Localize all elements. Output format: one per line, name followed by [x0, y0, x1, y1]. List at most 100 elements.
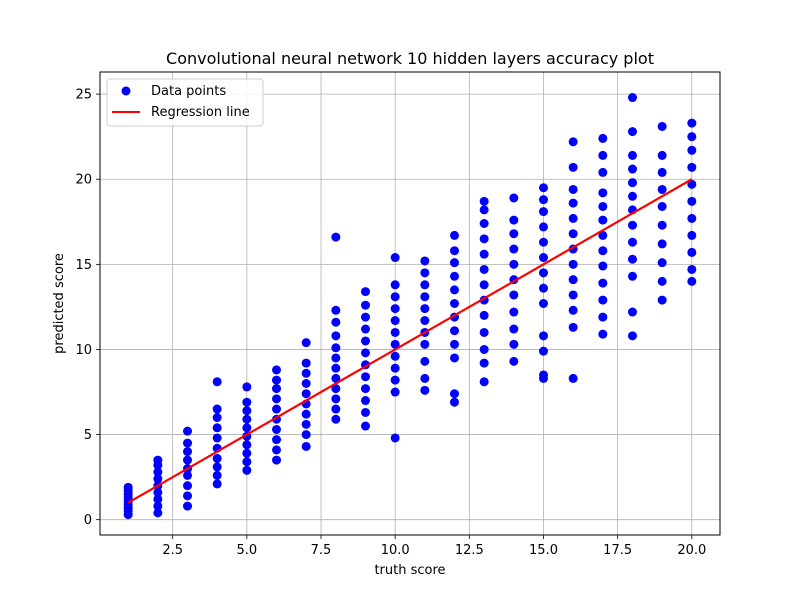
data-point	[361, 324, 371, 334]
data-point	[627, 237, 637, 247]
data-point	[153, 455, 163, 465]
data-point	[183, 455, 193, 465]
data-point	[657, 220, 667, 230]
data-point	[687, 247, 697, 257]
y-tick-label: 5	[84, 428, 92, 443]
data-point	[420, 373, 430, 383]
data-point	[331, 414, 341, 424]
data-point	[479, 310, 489, 320]
data-point	[538, 346, 548, 356]
data-point	[212, 470, 222, 480]
data-point	[687, 230, 697, 240]
data-point	[331, 305, 341, 315]
x-tick-label: 10.0	[381, 543, 410, 558]
data-point	[331, 343, 341, 353]
data-point	[361, 336, 371, 346]
data-point	[183, 491, 193, 501]
data-point	[538, 195, 548, 205]
data-point	[449, 299, 459, 308]
data-point	[568, 322, 578, 332]
data-point	[242, 465, 252, 475]
data-point	[657, 150, 667, 160]
data-point	[449, 397, 459, 407]
data-point	[390, 253, 400, 263]
data-point	[361, 312, 371, 322]
data-point	[479, 377, 489, 387]
data-point	[687, 132, 697, 142]
y-tick-label: 15	[75, 258, 92, 273]
data-point	[390, 433, 400, 443]
data-point	[627, 164, 637, 174]
data-point	[361, 407, 371, 417]
data-point	[153, 508, 163, 518]
legend-marker-data-points	[121, 86, 131, 96]
data-point	[331, 232, 341, 242]
data-point	[153, 467, 163, 477]
x-tick-label: 12.5	[455, 543, 484, 558]
y-tick-label: 0	[84, 513, 92, 528]
data-point	[331, 384, 341, 394]
data-point	[598, 188, 608, 198]
data-point	[242, 423, 252, 433]
data-point	[598, 278, 608, 288]
data-point	[301, 430, 311, 440]
data-point	[568, 373, 578, 383]
data-point	[420, 304, 430, 314]
data-point	[361, 287, 371, 297]
data-point	[390, 280, 400, 290]
x-tick-label: 2.5	[162, 543, 183, 558]
data-point	[449, 258, 459, 268]
data-point	[331, 331, 341, 341]
data-point	[657, 258, 667, 268]
data-point	[420, 316, 430, 326]
data-point	[420, 268, 430, 278]
data-point	[509, 356, 519, 366]
data-point	[390, 363, 400, 373]
data-point	[568, 137, 578, 147]
data-point	[331, 317, 341, 327]
data-point	[183, 501, 193, 511]
data-point	[242, 397, 252, 407]
data-point	[361, 372, 371, 382]
data-point	[301, 338, 311, 348]
data-point	[449, 246, 459, 256]
data-point	[598, 246, 608, 256]
data-point	[568, 275, 578, 285]
data-point	[301, 441, 311, 451]
data-point	[538, 370, 548, 380]
data-point	[449, 389, 459, 399]
data-point	[272, 455, 282, 465]
data-point	[598, 230, 608, 240]
data-point	[331, 373, 341, 383]
data-point	[272, 424, 282, 434]
data-point	[687, 179, 697, 189]
data-point	[449, 230, 459, 240]
data-point	[509, 244, 519, 254]
data-point	[568, 184, 578, 194]
data-point	[153, 494, 163, 504]
data-point	[657, 276, 667, 286]
y-tick-label: 10	[75, 343, 92, 358]
data-point	[479, 327, 489, 337]
data-point	[390, 316, 400, 326]
data-point	[361, 348, 371, 358]
data-point	[420, 280, 430, 290]
data-point	[390, 327, 400, 337]
data-point	[212, 413, 222, 423]
data-point	[301, 379, 311, 389]
data-point	[538, 207, 548, 217]
data-point	[449, 326, 459, 336]
data-point	[449, 271, 459, 281]
data-point	[361, 396, 371, 406]
axis-ticks: 2.5 5.0 7.5 10.0 12.5 15.0 17.5 20.0 0 5 10 15 20 25	[75, 88, 706, 558]
data-point	[509, 290, 519, 300]
data-point	[420, 292, 430, 302]
data-point	[390, 339, 400, 349]
data-point	[479, 264, 489, 274]
data-point	[509, 259, 519, 269]
data-point	[123, 482, 133, 492]
data-point	[509, 339, 519, 349]
data-point	[627, 254, 637, 264]
data-point	[657, 167, 667, 177]
data-point	[627, 93, 637, 103]
